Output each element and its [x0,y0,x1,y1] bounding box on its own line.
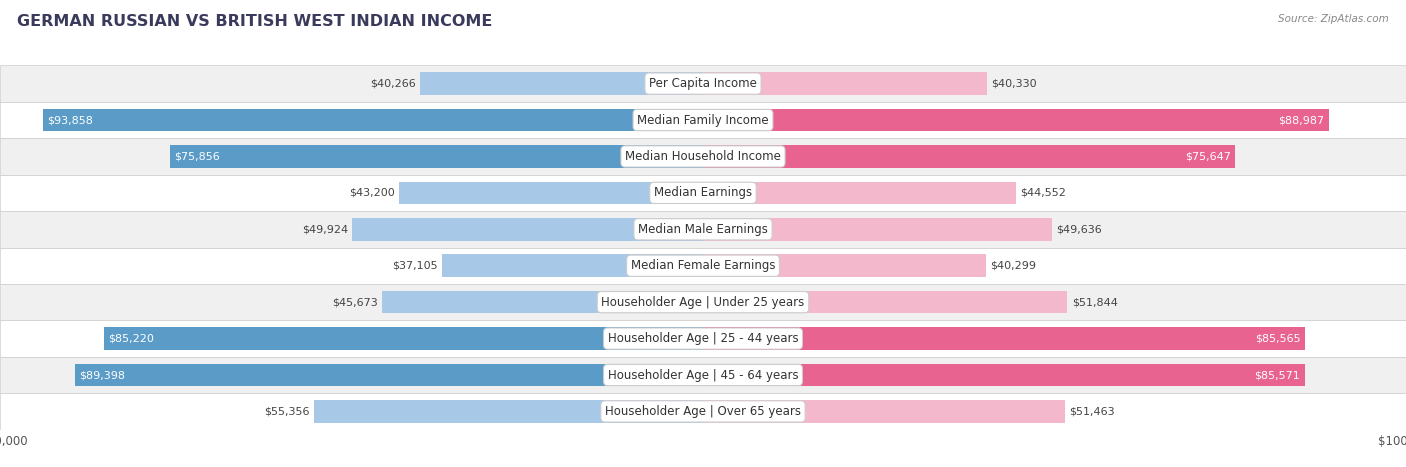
Text: $75,856: $75,856 [174,151,219,162]
Text: $93,858: $93,858 [48,115,93,125]
Text: $43,200: $43,200 [349,188,395,198]
Text: $55,356: $55,356 [264,406,309,417]
Bar [703,218,1052,241]
Bar [382,291,703,313]
Bar [314,400,703,423]
Text: Householder Age | 45 - 64 years: Householder Age | 45 - 64 years [607,368,799,382]
Text: $89,398: $89,398 [79,370,125,380]
Text: $85,220: $85,220 [108,333,155,344]
Text: Householder Age | 25 - 44 years: Householder Age | 25 - 44 years [607,332,799,345]
Text: Median Family Income: Median Family Income [637,113,769,127]
Text: $37,105: $37,105 [392,261,437,271]
Text: Median Earnings: Median Earnings [654,186,752,199]
Text: Median Male Earnings: Median Male Earnings [638,223,768,236]
Bar [0,65,1406,102]
Text: $85,571: $85,571 [1254,370,1301,380]
Bar [703,327,1305,350]
Bar [104,327,703,350]
Text: $40,330: $40,330 [991,78,1036,89]
Bar [703,400,1064,423]
Text: Median Female Earnings: Median Female Earnings [631,259,775,272]
Bar [703,255,986,277]
Text: $49,924: $49,924 [302,224,347,234]
Legend: German Russian, British West Indian: German Russian, British West Indian [557,466,849,467]
Bar [703,72,987,95]
Bar [703,182,1017,204]
Text: $85,565: $85,565 [1254,333,1301,344]
Text: Householder Age | Over 65 years: Householder Age | Over 65 years [605,405,801,418]
Text: Householder Age | Under 25 years: Householder Age | Under 25 years [602,296,804,309]
Text: Per Capita Income: Per Capita Income [650,77,756,90]
Bar [703,364,1305,386]
Bar [703,145,1234,168]
Bar [0,102,1406,138]
Text: $51,463: $51,463 [1069,406,1115,417]
Bar [420,72,703,95]
Text: $44,552: $44,552 [1021,188,1066,198]
Bar [75,364,703,386]
Bar [703,109,1329,131]
Bar [703,291,1067,313]
Text: $51,844: $51,844 [1071,297,1118,307]
Text: Median Household Income: Median Household Income [626,150,780,163]
Text: $40,299: $40,299 [990,261,1036,271]
Bar [399,182,703,204]
Text: $45,673: $45,673 [332,297,378,307]
Text: GERMAN RUSSIAN VS BRITISH WEST INDIAN INCOME: GERMAN RUSSIAN VS BRITISH WEST INDIAN IN… [17,14,492,29]
Bar [0,393,1406,430]
Bar [0,357,1406,393]
Bar [0,211,1406,248]
Bar [0,138,1406,175]
Bar [44,109,703,131]
Text: $88,987: $88,987 [1278,115,1324,125]
Bar [0,284,1406,320]
Text: $75,647: $75,647 [1185,151,1230,162]
Bar [0,320,1406,357]
Bar [0,248,1406,284]
Text: $49,636: $49,636 [1056,224,1102,234]
Text: $40,266: $40,266 [370,78,416,89]
Bar [170,145,703,168]
Bar [441,255,703,277]
Text: Source: ZipAtlas.com: Source: ZipAtlas.com [1278,14,1389,24]
Bar [352,218,703,241]
Bar [0,175,1406,211]
